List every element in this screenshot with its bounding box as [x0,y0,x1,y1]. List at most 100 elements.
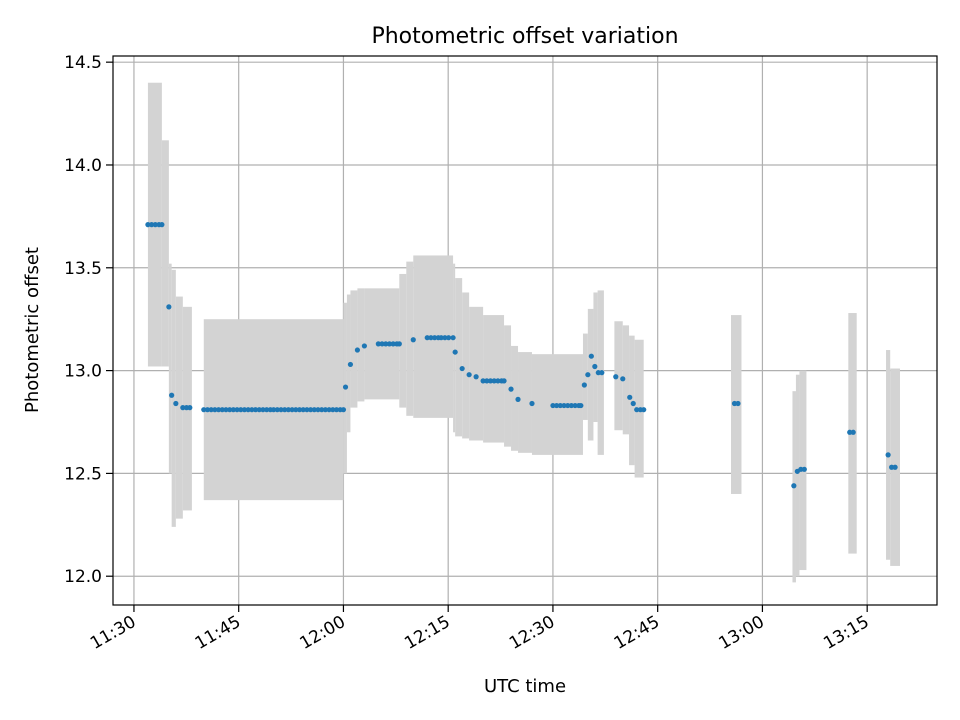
data-point [166,304,172,310]
data-point [223,407,229,413]
data-point [342,384,349,390]
data-point [450,335,456,341]
data-point [241,407,248,413]
data-point [159,222,165,228]
data-point [361,343,367,349]
data-point [581,382,587,388]
y-tick-label: 12.0 [64,567,102,587]
data-point [375,341,381,347]
data-point [149,222,155,228]
error-band [357,288,365,402]
data-point [428,335,434,341]
data-point [293,407,299,413]
data-point [484,378,490,384]
y-tick-label: 12.5 [64,464,102,484]
data-point [204,407,211,413]
data-point [319,407,325,413]
data-point [410,337,416,343]
x-axis-label: UTC time [484,676,566,697]
data-point [791,483,797,489]
data-point [466,372,472,378]
data-point [173,400,179,407]
data-point [390,341,396,347]
data-point [508,386,514,392]
data-point [473,374,479,380]
data-point [491,378,497,384]
data-point [249,407,255,413]
error-band [175,296,183,519]
data-point [260,407,266,413]
data-point [245,407,251,413]
error-band [504,325,512,447]
data-point [850,429,856,435]
data-point [322,407,329,413]
data-point [550,402,556,409]
data-points [145,222,898,489]
error-band [171,269,176,527]
error-band [629,335,635,466]
data-point [304,407,310,413]
data-point [620,376,626,382]
data-point [592,363,598,370]
error-band [161,140,169,367]
data-point [885,452,891,458]
data-point [379,341,385,347]
data-point [347,361,354,368]
data-point [212,407,218,413]
data-point [315,407,321,413]
data-point [383,341,389,347]
data-point [252,407,259,413]
error-band [622,325,630,435]
error-band [406,261,414,416]
data-point [234,407,240,413]
data-point [208,407,214,413]
data-point [630,400,636,407]
data-point [561,402,567,409]
data-point [568,402,575,409]
data-point [330,407,336,413]
plot-frame [112,55,938,606]
data-point [311,407,317,413]
data-point [238,407,244,413]
data-point [264,407,270,413]
data-point [613,374,619,380]
data-point [565,402,571,409]
error-band [795,374,800,577]
data-point [634,407,640,413]
error-band [453,263,456,433]
data-point [219,407,225,413]
data-point [278,407,284,413]
data-point [296,407,303,413]
data-point [300,407,306,413]
data-point [557,402,563,409]
data-point [641,407,647,413]
data-point [735,400,741,407]
error-band [399,273,407,408]
data-point [333,407,340,413]
data-point [529,400,535,407]
data-point [145,222,151,228]
y-axis-ticks: 12.0 12.5 13.0 13.5 14.0 14.5 [64,53,113,587]
data-point [424,335,430,341]
data-point [340,407,347,413]
data-point [627,394,633,400]
data-point [152,222,158,228]
chart-title: Photometric offset variation [371,24,678,49]
data-point [892,464,898,470]
error-band [614,321,623,431]
data-point [326,407,332,413]
data-point [187,405,193,411]
y-tick-label: 13.5 [64,259,102,279]
data-point [308,407,314,413]
data-point [285,407,292,413]
y-tick-label: 13.0 [64,362,102,382]
error-band [350,290,358,408]
data-point [201,407,207,413]
data-point [230,407,236,413]
data-point [256,407,262,413]
data-point [227,407,233,413]
data-point [442,335,448,341]
data-point [452,349,458,355]
data-point [271,407,277,413]
data-point [438,335,444,341]
